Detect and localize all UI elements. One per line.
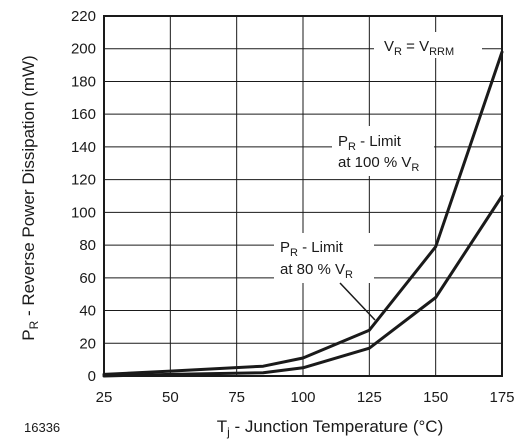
annotation-vr-a: V bbox=[384, 38, 394, 55]
annotation-limit-80-leader bbox=[339, 282, 376, 321]
y-axis-title-sub: R bbox=[27, 320, 41, 329]
plot-frame bbox=[103, 15, 503, 377]
y-axis-title-main: P bbox=[19, 329, 38, 340]
annotation-limit-100-l2s: R bbox=[411, 162, 419, 174]
y-axis-title-rest: - Reverse Power Dissipation (mW) bbox=[19, 55, 38, 320]
y-tick-label-4: 80 bbox=[79, 237, 96, 254]
annotation-limit-80-bg bbox=[274, 233, 374, 283]
series-line-0 bbox=[102, 50, 504, 376]
x-tick-label-5: 150 bbox=[423, 389, 448, 406]
annotation-limit-100: PR - Limit at 100 % VR bbox=[332, 126, 434, 176]
annotation-limit-100-bg bbox=[332, 126, 434, 176]
annotation-limit-100-l1b: - Limit bbox=[356, 133, 402, 150]
x-axis-title-sub: j bbox=[226, 425, 230, 439]
x-tick-label-3: 100 bbox=[290, 389, 315, 406]
svg-text:VR = VRRM: VR = VRRM bbox=[384, 38, 454, 58]
x-tick-label-0: 25 bbox=[96, 389, 113, 406]
annotation-limit-80-l1b: - Limit bbox=[298, 239, 344, 256]
y-tick-label-11: 220 bbox=[71, 8, 96, 25]
annotation-limit-80-l1a: P bbox=[280, 239, 290, 256]
y-tick-label-7: 140 bbox=[71, 139, 96, 156]
annotation-limit-100-l1a: P bbox=[338, 133, 348, 150]
svg-text:at 80 % VR: at 80 % VR bbox=[280, 261, 353, 281]
y-tick-label-8: 160 bbox=[71, 106, 96, 123]
x-tick-label-4: 125 bbox=[357, 389, 382, 406]
y-tick-label-5: 100 bbox=[71, 204, 96, 221]
x-tick-label-2: 75 bbox=[228, 389, 245, 406]
annotation-limit-80-l1s: R bbox=[290, 247, 298, 259]
annotation-limit-100-l1s: R bbox=[348, 141, 356, 153]
y-tick-label-2: 40 bbox=[79, 303, 96, 320]
annotation-vr-bg bbox=[374, 32, 482, 58]
y-tick-label-9: 180 bbox=[71, 73, 96, 90]
y-tick-labels: 0 20 40 60 80 100 120 140 160 180 200 220 bbox=[71, 8, 96, 385]
x-axis-title-rest: - Junction Temperature (°C) bbox=[230, 417, 443, 436]
x-tick-label-6: 175 bbox=[489, 389, 514, 406]
annotation-limit-100-l2a: at 100 % V bbox=[338, 154, 411, 171]
grid-lines bbox=[103, 15, 503, 377]
x-axis-title: Tj - Junction Temperature (°C) bbox=[217, 417, 443, 439]
annotation-vr-bs: RRM bbox=[429, 46, 454, 58]
x-tick-label-1: 50 bbox=[162, 389, 179, 406]
annotation-vr-b: = V bbox=[402, 38, 429, 55]
svg-text:PR - Limit: PR - Limit bbox=[338, 133, 402, 153]
annotation-limit-80-l2a: at 80 % V bbox=[280, 261, 345, 278]
y-tick-label-1: 20 bbox=[79, 335, 96, 352]
annotation-vr-as: R bbox=[394, 46, 402, 58]
x-tick-labels: 25 50 75 100 125 150 175 bbox=[96, 389, 515, 406]
annotation-limit-80-l2s: R bbox=[345, 269, 353, 281]
series-lines bbox=[102, 50, 504, 378]
svg-text:PR - Limit: PR - Limit bbox=[280, 239, 344, 259]
svg-text:at 100 % VR: at 100 % VR bbox=[338, 154, 419, 174]
figure-id: 16336 bbox=[24, 420, 60, 435]
annotation-limit-80: PR - Limit at 80 % VR bbox=[274, 233, 376, 321]
y-tick-label-0: 0 bbox=[88, 368, 96, 385]
annotation-vr-vrrm: VR = VRRM bbox=[374, 32, 482, 58]
series-line-1 bbox=[102, 194, 504, 378]
y-axis-title: PR - Reverse Power Dissipation (mW) bbox=[19, 55, 41, 340]
y-tick-label-3: 60 bbox=[79, 270, 96, 287]
x-axis-title-main: T bbox=[217, 417, 227, 436]
y-tick-label-6: 120 bbox=[71, 172, 96, 189]
y-tick-label-10: 200 bbox=[71, 41, 96, 58]
